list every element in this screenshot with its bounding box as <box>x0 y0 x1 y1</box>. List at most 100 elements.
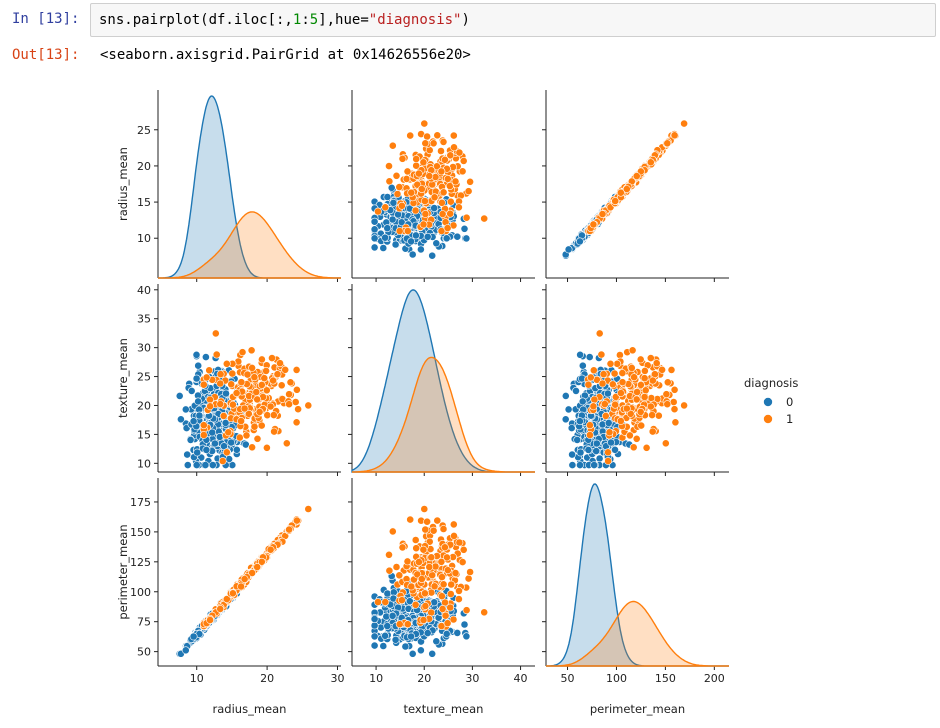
scatter-point <box>403 620 412 629</box>
scatter-point <box>370 234 379 243</box>
legend-marker-0 <box>763 397 773 407</box>
scatter-point <box>466 177 474 186</box>
scatter-point <box>597 350 606 359</box>
x-axis-label-texture_mean: texture_mean <box>404 702 484 716</box>
scatter-point <box>428 571 437 580</box>
scatter-point <box>429 139 438 148</box>
scatter-point <box>402 174 411 183</box>
scatter-point <box>383 224 392 233</box>
scatter-point <box>458 558 467 566</box>
scatter-point <box>292 385 301 394</box>
scatter-point <box>586 373 595 382</box>
scatter-point <box>253 563 262 571</box>
scatter-point <box>194 397 202 406</box>
scatter-point <box>383 193 392 201</box>
scatter-point <box>561 391 570 400</box>
scatter-point <box>423 629 432 637</box>
scatter-point <box>286 378 295 387</box>
scatter-point <box>227 380 236 389</box>
scatter-point <box>573 435 582 444</box>
y-tick-label: 100 <box>130 586 151 599</box>
scatter-point <box>455 148 464 157</box>
legend: diagnosis 0 1 <box>744 376 798 426</box>
scatter-point <box>584 380 593 389</box>
scatter-point <box>294 405 302 414</box>
scatter-point <box>253 395 262 404</box>
scatter-point <box>670 405 679 414</box>
scatter-point <box>282 439 291 448</box>
scatter-point <box>419 220 428 229</box>
scatter-point <box>421 139 430 148</box>
scatter-point <box>202 373 211 382</box>
scatter-point <box>218 457 227 465</box>
scatter-point <box>647 394 656 402</box>
scatter-point <box>406 515 415 524</box>
scatter-point <box>437 198 446 207</box>
scatter-point <box>628 346 637 355</box>
scatter-point <box>595 329 604 338</box>
scatter-point <box>646 402 655 411</box>
scatter-point <box>268 354 276 362</box>
scatter-point <box>423 132 431 141</box>
scatter-point <box>192 350 201 359</box>
scatter-point <box>611 197 620 205</box>
scatter-point <box>193 448 202 457</box>
scatter-point <box>420 589 429 598</box>
scatter-point <box>397 201 406 210</box>
scatter-point <box>391 635 400 644</box>
scatter-point <box>592 439 601 448</box>
legend-title: diagnosis <box>744 376 798 390</box>
scatter-point <box>670 131 679 140</box>
scatter-point <box>183 461 192 469</box>
scatter-point <box>564 405 573 414</box>
scatter-point <box>460 620 469 629</box>
scatter-point <box>604 389 612 398</box>
scatter-point <box>420 197 429 205</box>
scatter-point <box>412 155 421 163</box>
scatter-point <box>194 361 203 370</box>
scatter-point <box>192 374 201 383</box>
scatter-point <box>437 592 446 601</box>
code-number: 1 <box>292 12 302 28</box>
scatter-point <box>407 632 415 641</box>
scatter-point <box>408 649 417 658</box>
scatter-point <box>395 571 404 580</box>
scatter-point <box>407 237 415 246</box>
scatter-point <box>269 411 278 419</box>
scatter-point <box>437 147 445 155</box>
x-axis-label-radius_mean: radius_mean <box>213 702 287 716</box>
scatter-point <box>186 435 195 444</box>
scatter-point <box>599 370 608 379</box>
scatter-point <box>425 563 434 571</box>
scatter-point <box>432 637 441 646</box>
code-cell-input[interactable]: sns.pairplot(df.iloc[:,1:5],hue="diagnos… <box>90 3 936 37</box>
y-tick-label: 175 <box>130 496 151 509</box>
panel-texture_mean-vs-radius_mean: 10 15 20 25 30 35 40 <box>137 284 341 476</box>
scatter-point <box>208 461 217 469</box>
scatter-point <box>416 245 425 254</box>
scatter-point <box>257 355 266 364</box>
code-call: sns.pairplot(df.iloc[:, <box>99 12 293 28</box>
scatter-point <box>592 447 601 455</box>
scatter-point <box>392 563 401 571</box>
scatter-point <box>388 611 397 620</box>
scatter-point <box>248 569 256 577</box>
scatter-point <box>671 418 680 427</box>
scatter-point <box>370 243 379 252</box>
kde-texture_mean-diagnosis-1 <box>351 356 535 473</box>
scatter-point <box>598 210 607 218</box>
scatter-point <box>222 359 231 368</box>
scatter-point <box>663 139 672 148</box>
scatter-point <box>208 428 217 437</box>
y-tick-label: 25 <box>137 371 151 384</box>
scatter-point <box>403 167 412 176</box>
scatter-point <box>450 532 458 540</box>
scatter-point <box>228 589 237 598</box>
scatter-point <box>242 431 251 440</box>
scatter-point <box>266 545 275 554</box>
y-tick-label: 15 <box>137 196 151 209</box>
scatter-point <box>616 351 624 359</box>
scatter-point <box>285 390 293 399</box>
scatter-point <box>201 353 210 361</box>
scatter-point <box>411 536 420 544</box>
